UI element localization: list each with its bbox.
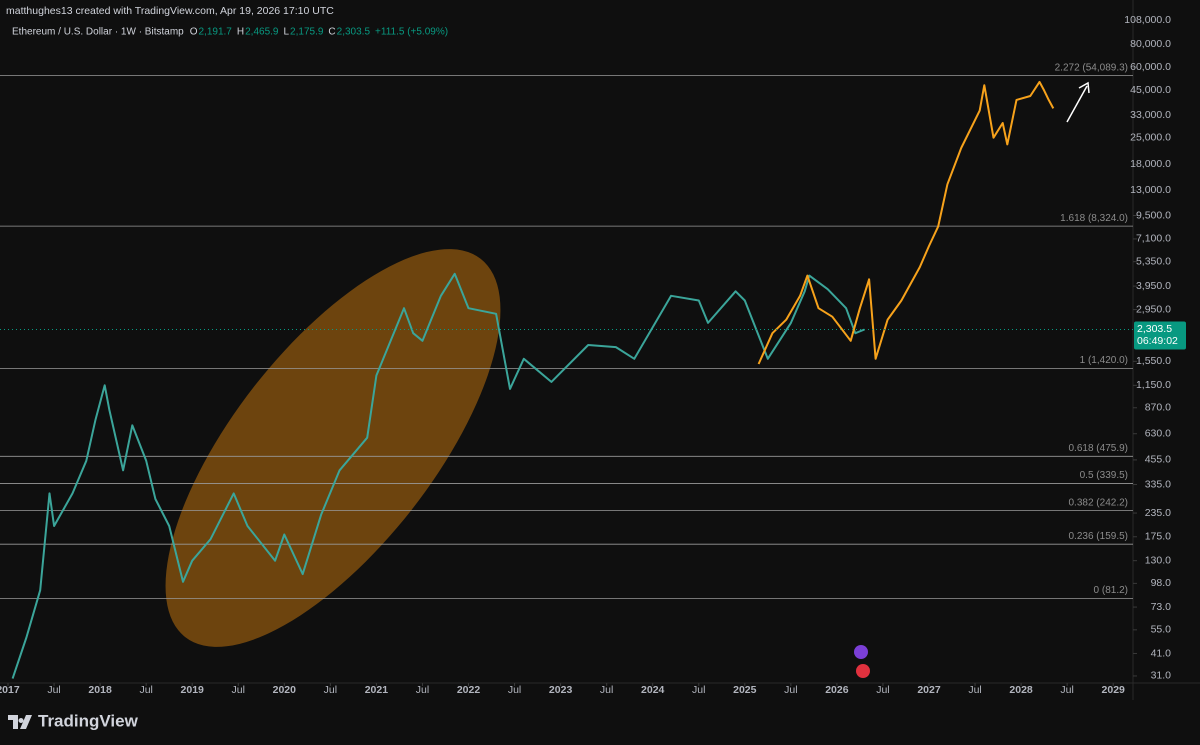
ohlc-value: 2,303.5 (337, 27, 371, 38)
x-tick-label: Jul (47, 684, 60, 696)
fib-label: 0.236 (159.5) (1069, 531, 1129, 542)
x-tick-label: Jul (416, 684, 429, 696)
y-tick-label: 98.0 (1151, 577, 1172, 589)
y-tick-label: 25,000.0 (1130, 131, 1171, 143)
y-tick-label: 33,000.0 (1130, 109, 1171, 121)
y-tick-label: 41.0 (1151, 647, 1172, 659)
ohlc-key: O (190, 27, 198, 38)
ohlc-key: C (328, 27, 335, 38)
fib-label: 0.618 (475.9) (1069, 443, 1129, 454)
x-tick-label: Jul (232, 684, 245, 696)
y-tick-label: 108,000.0 (1124, 14, 1171, 26)
fib-label: 1.618 (8,324.0) (1060, 213, 1128, 224)
symbol-legend: Ethereum / U.S. Dollar · 1W · Bitstamp O… (12, 27, 448, 38)
x-tick-label: Jul (139, 684, 152, 696)
y-tick-label: 18,000.0 (1130, 158, 1171, 170)
x-tick-label: Jul (968, 684, 981, 696)
x-tick-label: 2018 (88, 684, 112, 696)
ohlc-value: 2,191.7 (199, 27, 233, 38)
x-tick-label: 2019 (181, 684, 205, 696)
y-tick-label: 31.0 (1151, 670, 1172, 682)
y-tick-label: 1,550.0 (1136, 355, 1171, 367)
x-tick-label: 2020 (273, 684, 297, 696)
change: +111.5 (+5.09%) (375, 27, 448, 38)
x-tick-label: 2029 (1102, 684, 1126, 696)
last-price-tag (1134, 321, 1186, 350)
ohlc-value: 2,175.9 (290, 27, 324, 38)
y-tick-label: 130.0 (1145, 554, 1171, 566)
credit: matthughes13 created with TradingView.co… (6, 5, 334, 17)
flag-icon[interactable] (856, 664, 870, 678)
y-tick-label: 55.0 (1151, 624, 1172, 636)
x-tick-label: Jul (1060, 684, 1073, 696)
y-tick-label: 235.0 (1145, 507, 1171, 519)
ohlc-value: 2,465.9 (245, 27, 279, 38)
highlight-ellipse (165, 249, 501, 647)
event-icon[interactable] (854, 645, 868, 659)
brand: TradingView (38, 711, 139, 730)
x-tick-label: Jul (324, 684, 337, 696)
x-tick-label: 2028 (1009, 684, 1033, 696)
x-tick-label: Jul (692, 684, 705, 696)
x-tick-label: Jul (600, 684, 613, 696)
countdown: 06:49:02 (1137, 335, 1178, 347)
y-tick-label: 60,000.0 (1130, 61, 1171, 73)
arrow-head (1078, 81, 1090, 94)
x-tick-label: 2022 (457, 684, 481, 696)
x-tick-label: Jul (508, 684, 521, 696)
ohlc-key: H (237, 27, 244, 38)
y-tick-label: 1,150.0 (1136, 379, 1171, 391)
x-tick-label: 2024 (641, 684, 665, 696)
y-tick-label: 3,950.0 (1136, 280, 1171, 292)
fib-label: 0.5 (339.5) (1080, 470, 1128, 481)
fib-label: 0.382 (242.2) (1069, 497, 1129, 508)
y-tick-label: 7,100.0 (1136, 233, 1171, 245)
y-tick-label: 9,500.0 (1136, 209, 1171, 221)
fib-label: 2.272 (54,089.3) (1055, 62, 1128, 73)
symbol: Ethereum / U.S. Dollar · 1W · Bitstamp (12, 27, 184, 38)
x-tick-label: 2027 (917, 684, 941, 696)
y-tick-label: 13,000.0 (1130, 184, 1171, 196)
y-tick-label: 630.0 (1145, 428, 1171, 440)
y-tick-label: 455.0 (1145, 454, 1171, 466)
y-tick-label: 73.0 (1151, 601, 1172, 613)
last-price-label: 2,303.5 (1137, 323, 1172, 335)
y-tick-label: 5,350.0 (1136, 255, 1171, 267)
y-tick-label: 870.0 (1145, 402, 1171, 414)
x-tick-label: 2017 (0, 684, 20, 696)
x-tick-label: 2025 (733, 684, 757, 696)
x-tick-label: Jul (876, 684, 889, 696)
x-tick-label: Jul (784, 684, 797, 696)
x-tick-label: 2026 (825, 684, 849, 696)
price-line (11, 272, 865, 679)
fib-label: 1 (1,420.0) (1080, 355, 1128, 366)
fib-label: 0 (81.2) (1094, 585, 1128, 596)
y-tick-label: 80,000.0 (1130, 38, 1171, 50)
plot: 2.272 (54,089.3) 1.618 (8,324.0) 1 (1,420.… (0, 62, 1133, 679)
logo (8, 715, 32, 729)
x-tick-label: 2023 (549, 684, 573, 696)
y-tick-label: 2,950.0 (1136, 303, 1171, 315)
ohlc-key: L (283, 27, 289, 38)
price-line (757, 80, 1055, 365)
y-tick-label: 45,000.0 (1130, 84, 1171, 96)
footer: TradingView (8, 711, 139, 730)
y-tick-label: 175.0 (1145, 531, 1171, 543)
arrow (1066, 85, 1088, 123)
y-tick-label: 335.0 (1145, 478, 1171, 490)
x-tick-label: 2021 (365, 684, 389, 696)
